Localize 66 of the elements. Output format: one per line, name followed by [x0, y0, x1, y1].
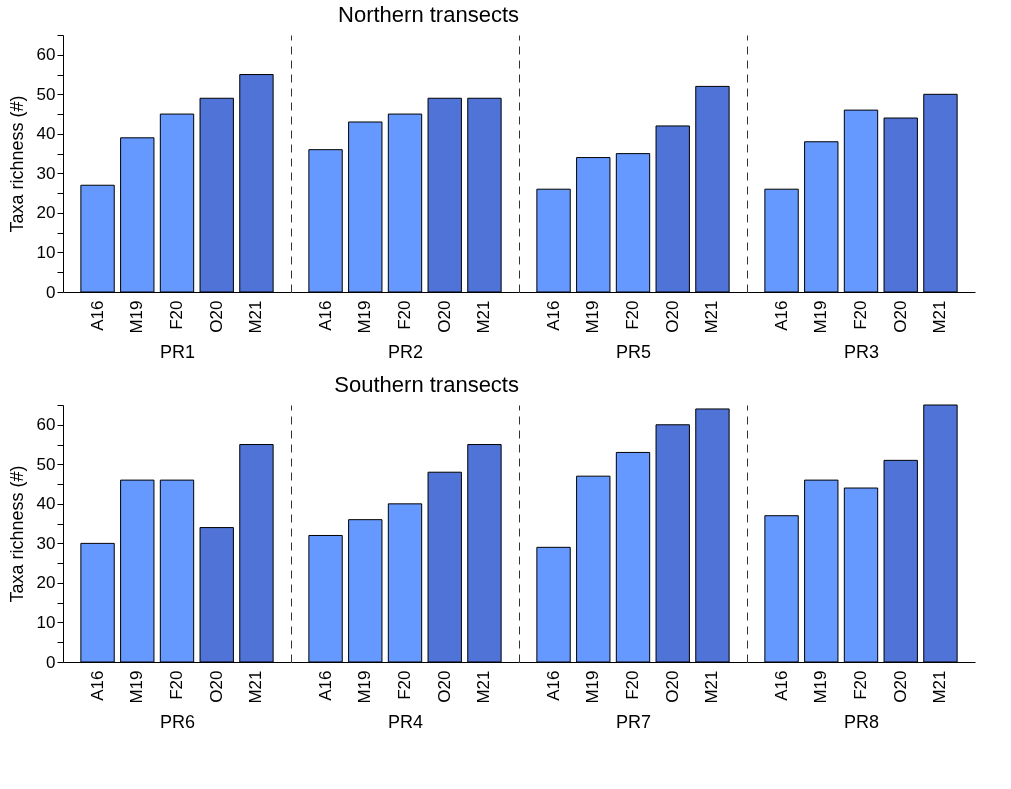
- x-tick-label: F20: [395, 300, 414, 330]
- x-axis-title: PR5: [615, 341, 652, 362]
- x-tick-label: M21: [474, 670, 494, 704]
- y-axis-title: Taxa richness (#): [6, 465, 27, 603]
- x-tick-label: F20: [167, 670, 186, 700]
- x-tick-label: M19: [355, 300, 375, 334]
- x-tick-label: F20: [623, 670, 642, 700]
- y-tick-label: 60: [36, 45, 56, 65]
- x-tick-label: O20: [206, 670, 226, 703]
- x-axis-title: PR6: [159, 711, 196, 732]
- x-tick-label: M21: [246, 300, 266, 334]
- x-tick-label: F20: [851, 300, 870, 330]
- x-tick-label: M19: [127, 300, 147, 334]
- x-tick-label: A16: [87, 670, 107, 701]
- x-tick-label: O20: [890, 300, 910, 333]
- y-tick-label: 0: [46, 282, 56, 302]
- y-tick-label: 60: [36, 415, 56, 435]
- x-axis-title: PR3: [843, 341, 880, 362]
- x-tick-label: O20: [662, 300, 682, 333]
- x-tick-label: M21: [246, 670, 266, 704]
- x-tick-label: M21: [474, 300, 494, 334]
- x-axis-title: PR7: [615, 711, 652, 732]
- y-tick-label: 20: [36, 573, 56, 593]
- x-tick-label: A16: [543, 670, 563, 701]
- x-tick-label: F20: [395, 670, 414, 700]
- x-axis-title: PR4: [387, 711, 424, 732]
- x-tick-label: O20: [890, 670, 910, 703]
- x-tick-label: A16: [315, 670, 335, 701]
- y-tick-label: 40: [36, 494, 56, 514]
- x-tick-label: M21: [702, 670, 722, 704]
- x-tick-label: F20: [851, 670, 870, 700]
- x-tick-label: M19: [811, 670, 831, 704]
- y-tick-label: 50: [36, 84, 56, 104]
- y-tick-label: 10: [36, 242, 56, 262]
- x-axis-title: PR2: [387, 341, 424, 362]
- x-axis-title: PR8: [843, 711, 880, 732]
- y-tick-label: 50: [36, 454, 56, 474]
- x-tick-label: M19: [583, 300, 603, 334]
- x-tick-label: M19: [127, 670, 147, 704]
- x-tick-label: M21: [702, 300, 722, 334]
- x-tick-label: M19: [355, 670, 375, 704]
- x-tick-label: O20: [434, 300, 454, 333]
- x-tick-label: O20: [206, 300, 226, 333]
- x-tick-label: F20: [623, 300, 642, 330]
- y-tick-label: 40: [36, 124, 56, 144]
- y-tick-label: 30: [36, 533, 56, 553]
- y-tick-label: 10: [36, 612, 56, 632]
- x-tick-label: O20: [662, 670, 682, 703]
- y-tick-label: 20: [36, 203, 56, 223]
- chart-title: Northern transects: [338, 2, 519, 27]
- x-tick-label: A16: [543, 300, 563, 331]
- chart-title: Southern transects: [334, 372, 519, 397]
- x-tick-label: M21: [930, 670, 950, 704]
- y-axis-title: Taxa richness (#): [6, 95, 27, 233]
- x-tick-label: A16: [87, 300, 107, 331]
- y-tick-label: 30: [36, 163, 56, 183]
- x-tick-label: M21: [930, 300, 950, 334]
- x-axis-title: PR1: [159, 341, 196, 362]
- x-tick-label: F20: [167, 300, 186, 330]
- x-tick-label: A16: [771, 300, 791, 331]
- x-tick-label: A16: [315, 300, 335, 331]
- y-tick-label: 0: [46, 652, 56, 672]
- x-tick-label: M19: [811, 300, 831, 334]
- x-tick-label: O20: [434, 670, 454, 703]
- x-tick-label: A16: [771, 670, 791, 701]
- x-tick-label: M19: [583, 670, 603, 704]
